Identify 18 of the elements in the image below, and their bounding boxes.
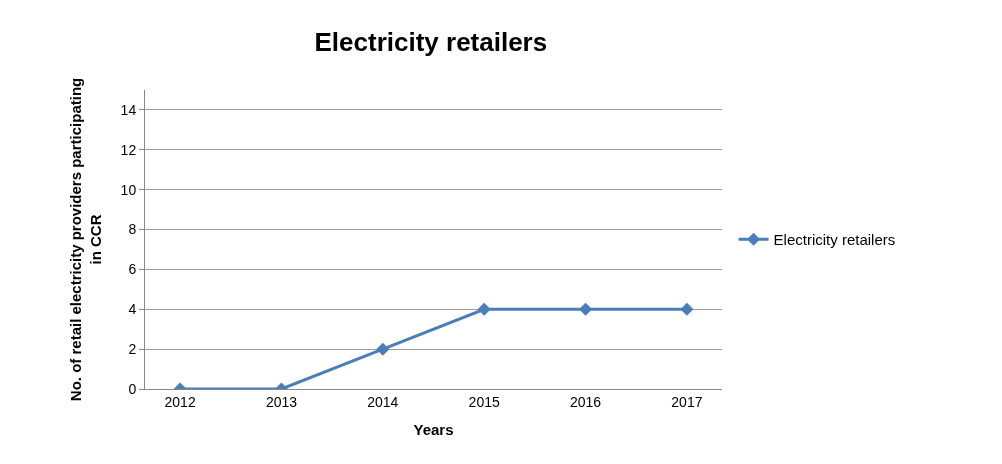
y-tick-label: 10 — [120, 181, 137, 198]
x-tick-label: 2014 — [367, 393, 399, 410]
x-tick-label: 2015 — [468, 393, 500, 410]
y-tick-label: 2 — [128, 341, 137, 358]
x-axis-title: Years — [413, 420, 454, 438]
x-tick-label: 2012 — [164, 393, 196, 410]
y-tick-label: 8 — [128, 221, 137, 238]
y-tick-label: 4 — [128, 301, 137, 318]
y-tick-label: 12 — [120, 141, 137, 158]
chart-title: Electricity retailers — [314, 26, 548, 57]
x-tick-label: 2016 — [569, 393, 602, 410]
x-tick-label: 2017 — [671, 393, 703, 410]
y-tick-label: 0 — [128, 380, 137, 397]
y-axis-title: No. of retail electricity providers participating in CCR — [67, 77, 104, 402]
x-tick-label: 2013 — [265, 393, 298, 410]
y-tick-label: 14 — [120, 101, 137, 118]
legend-label: Electricity retailers — [773, 231, 896, 249]
y-tick-label: 6 — [128, 261, 137, 278]
